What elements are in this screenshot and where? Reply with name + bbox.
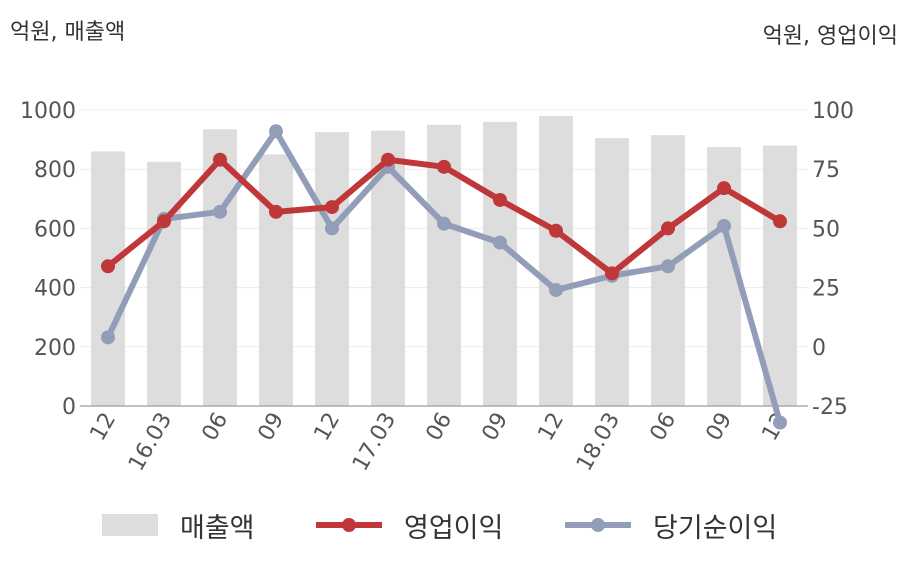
left-tick-label: 1000	[20, 99, 76, 124]
x-tick-label: 12	[86, 409, 122, 446]
legend-item-operating-profit: 영업이익	[316, 500, 503, 550]
legend-swatch-operating-profit	[316, 514, 382, 536]
point-operating-profit	[549, 223, 563, 238]
bar-revenue	[91, 151, 125, 406]
point-net-income	[549, 282, 563, 297]
point-operating-profit	[101, 259, 115, 274]
bar-revenue	[259, 154, 293, 406]
left-tick-label: 600	[34, 217, 76, 242]
x-tick-label: 09	[254, 409, 290, 446]
point-net-income	[213, 204, 227, 219]
bar-revenue	[483, 121, 517, 406]
right-tick-label: 100	[812, 99, 854, 124]
bar-revenue	[315, 132, 349, 406]
x-tick-label: 18.03	[572, 409, 625, 476]
bar-revenue	[539, 115, 573, 407]
right-axis-unit-label: 억원, 영업이익	[762, 24, 898, 49]
x-tick-label: 06	[422, 409, 458, 446]
point-net-income	[325, 221, 339, 236]
point-operating-profit	[605, 266, 619, 281]
legend-item-net-income: 당기순이익	[565, 500, 777, 550]
point-net-income	[437, 216, 451, 231]
bar-revenue	[763, 145, 797, 406]
point-net-income	[773, 415, 787, 430]
bar-revenue	[147, 161, 181, 406]
legend-label-net-income: 당기순이익	[653, 512, 778, 544]
right-tick-label: 0	[812, 336, 826, 361]
point-operating-profit	[717, 181, 731, 196]
point-operating-profit	[269, 204, 283, 219]
legend-swatch-revenue	[102, 514, 158, 536]
left-tick-label: 0	[62, 395, 76, 420]
point-operating-profit	[157, 214, 171, 229]
point-operating-profit	[437, 159, 451, 174]
legend: 매출액 영업이익 당기순이익	[0, 500, 908, 550]
left-axis-unit-label: 억원, 매출액	[10, 20, 126, 45]
legend-item-revenue: 매출액	[102, 500, 255, 550]
legend-label-revenue: 매출액	[180, 512, 255, 544]
x-tick-label: 12	[310, 409, 346, 446]
left-tick-label: 400	[34, 277, 76, 302]
point-net-income	[101, 330, 115, 345]
point-operating-profit	[493, 192, 507, 207]
right-tick-label: -25	[812, 395, 848, 420]
left-tick-label: 800	[34, 158, 76, 183]
point-net-income	[661, 259, 675, 274]
point-net-income	[717, 219, 731, 234]
point-net-income	[269, 124, 283, 139]
x-tick-label: 16.03	[124, 409, 177, 476]
right-tick-label: 75	[812, 158, 840, 183]
point-operating-profit	[773, 214, 787, 229]
x-tick-label: 09	[478, 409, 514, 446]
point-operating-profit	[381, 152, 395, 167]
right-tick-label: 50	[812, 217, 840, 242]
point-operating-profit	[325, 200, 339, 215]
point-net-income	[493, 235, 507, 250]
x-tick-label: 06	[646, 409, 682, 446]
legend-label-operating-profit: 영업이익	[404, 512, 504, 544]
point-operating-profit	[213, 152, 227, 167]
x-tick-label: 06	[198, 409, 234, 446]
x-tick-label: 09	[702, 409, 738, 446]
x-tick-label: 17.03	[348, 409, 401, 476]
left-tick-label: 200	[34, 336, 76, 361]
right-tick-label: 25	[812, 277, 840, 302]
x-tick-label: 12	[534, 409, 570, 446]
legend-swatch-net-income	[565, 514, 631, 536]
point-operating-profit	[661, 221, 675, 236]
